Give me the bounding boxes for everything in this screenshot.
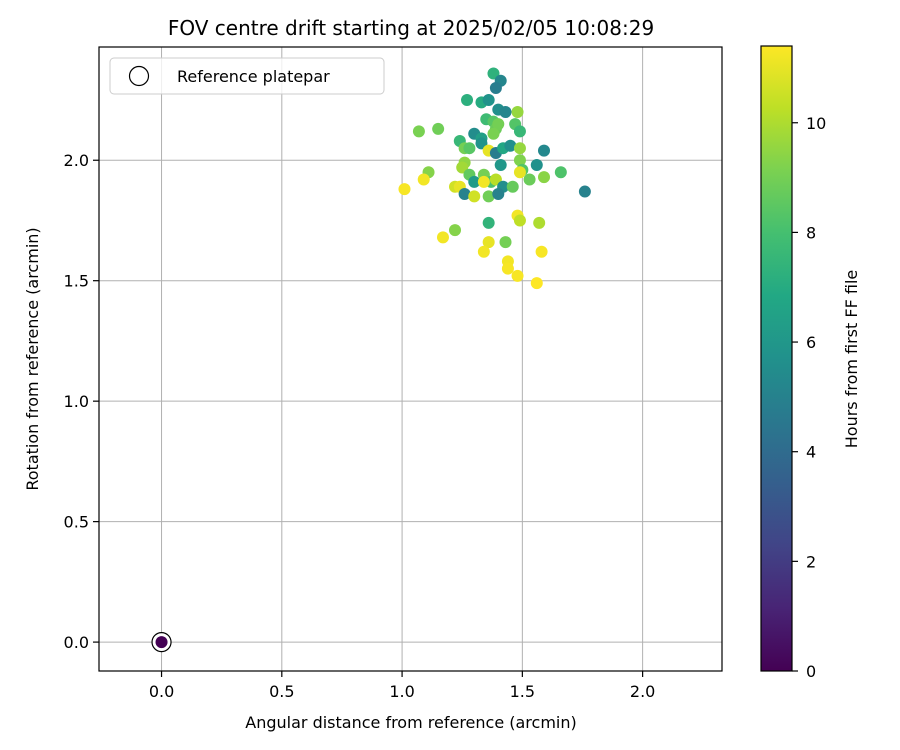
legend-marker-icon	[128, 65, 150, 87]
colorbar-label: Hours from first FF file	[842, 270, 861, 449]
data-point	[482, 94, 495, 107]
x-tick-label: 0.5	[269, 682, 294, 701]
data-point	[513, 214, 526, 227]
legend-box	[109, 57, 385, 95]
data-point	[487, 127, 500, 140]
data-point	[477, 245, 490, 258]
data-point	[436, 231, 449, 244]
data-point	[530, 277, 543, 290]
data-point	[499, 106, 512, 119]
x-axis-label: Angular distance from reference (arcmin)	[245, 713, 576, 732]
data-point	[482, 236, 495, 249]
reference-marker	[151, 631, 172, 653]
data-point	[449, 224, 461, 237]
y-tick-label: 2.0	[64, 151, 89, 170]
data-point	[538, 144, 550, 157]
data-point	[432, 122, 445, 135]
data-point	[554, 166, 567, 179]
data-point	[578, 185, 591, 198]
grid-lines	[99, 47, 722, 671]
colorbar-tick-label: 2	[806, 552, 816, 571]
colorbar: 0 2 4 6 8 10 Hours from first FF file	[760, 45, 861, 681]
y-axis-ticks: 0.0 0.5 1.0 1.5 2.0	[64, 151, 99, 652]
data-point	[482, 216, 495, 229]
data-point	[523, 173, 536, 186]
data-points	[398, 67, 591, 290]
colorbar-frame	[760, 45, 793, 672]
data-point	[494, 159, 507, 172]
x-axis-ticks: 0.0 0.5 1.0 1.5 2.0	[149, 671, 655, 701]
x-tick-label: 2.0	[630, 682, 655, 701]
data-point	[499, 236, 512, 249]
data-point	[513, 142, 526, 155]
data-point	[511, 106, 524, 119]
data-point	[506, 180, 519, 193]
data-point	[538, 171, 550, 184]
data-point	[504, 139, 517, 152]
plot-frame	[98, 46, 723, 672]
data-point	[513, 154, 526, 167]
data-point	[468, 190, 481, 203]
data-point	[513, 125, 526, 138]
data-point	[412, 125, 425, 138]
reference-point	[155, 636, 168, 649]
data-point	[501, 262, 514, 275]
legend-entry: Reference platepar	[177, 67, 330, 86]
colorbar-tick-label: 8	[806, 223, 816, 242]
data-point	[489, 81, 502, 94]
colorbar-ticks: 0 2 4 6 8 10	[792, 114, 826, 681]
data-point	[477, 175, 490, 188]
y-tick-label: 1.0	[64, 392, 89, 411]
colorbar-tick-label: 6	[806, 333, 816, 352]
data-point	[458, 187, 471, 200]
x-tick-label: 0.0	[149, 682, 174, 701]
y-tick-label: 0.0	[64, 633, 89, 652]
legend: Reference platepar	[109, 57, 385, 95]
data-point	[492, 118, 505, 131]
colorbar-tick-label: 0	[806, 662, 816, 681]
data-point	[482, 190, 495, 203]
chart-title: FOV centre drift starting at 2025/02/05 …	[168, 16, 654, 40]
data-point	[463, 142, 476, 155]
y-tick-label: 1.5	[64, 272, 89, 291]
colorbar-tick-label: 10	[806, 114, 826, 133]
data-point	[468, 175, 481, 188]
y-axis-label: Rotation from reference (arcmin)	[23, 227, 42, 490]
colorbar-tick-label: 4	[806, 443, 816, 462]
data-point	[513, 166, 526, 179]
x-tick-label: 1.5	[510, 682, 535, 701]
data-point	[492, 187, 505, 200]
data-point	[535, 245, 548, 258]
data-point	[461, 94, 474, 107]
data-point	[398, 183, 411, 196]
data-point	[533, 216, 546, 229]
data-point	[511, 269, 524, 282]
data-point	[530, 159, 543, 172]
data-point	[417, 173, 430, 186]
colorbar-gradient	[761, 46, 792, 671]
x-tick-label: 1.0	[389, 682, 414, 701]
y-tick-label: 0.5	[64, 513, 89, 532]
